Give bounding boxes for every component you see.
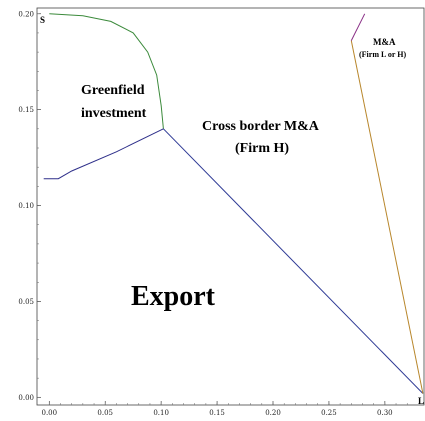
ma-firm-h-boundary-curve [350, 40, 424, 394]
greenfield-label-line2: investment [81, 106, 147, 121]
x-tick-label: 0.30 [377, 409, 393, 417]
y-tick-label: 0.05 [18, 298, 34, 306]
corner-label-s: S [40, 15, 45, 25]
greenfield-label-line1: Greenfield [81, 83, 145, 98]
greenfield-boundary-curve [49, 13, 164, 129]
ma-firm-l-boundary-curve [350, 13, 366, 41]
ma-lh-label-line2: (Firm L or H) [359, 50, 407, 59]
corner-label-l: L [418, 396, 424, 406]
y-tick-label: 0.20 [18, 10, 34, 18]
y-axis: 0.00 0.05 0.10 0.15 0.20 [18, 10, 41, 402]
export-greenfield-boundary-curve [43, 128, 164, 180]
y-tick-label: 0.00 [18, 394, 34, 402]
ma-h-label-line1: Cross border M&A [202, 119, 320, 134]
x-axis: 0.00 0.05 0.10 0.15 0.20 0.25 0.30 [42, 401, 408, 417]
plot-frame [36, 7, 425, 406]
x-tick-label: 0.00 [42, 409, 58, 417]
ma-h-label-line2: (Firm H) [235, 141, 289, 156]
x-tick-label: 0.15 [209, 409, 225, 417]
curves [43, 13, 424, 394]
ma-lh-label-line1: M&A [373, 37, 396, 47]
export-ma-boundary-curve [163, 128, 424, 394]
y-tick-label: 0.10 [18, 202, 34, 210]
x-tick-label: 0.05 [97, 409, 113, 417]
x-tick-label: 0.20 [265, 409, 281, 417]
y-tick-label: 0.15 [18, 106, 34, 114]
x-tick-label: 0.25 [321, 409, 337, 417]
x-tick-label: 0.10 [153, 409, 169, 417]
export-label: Export [131, 281, 216, 312]
